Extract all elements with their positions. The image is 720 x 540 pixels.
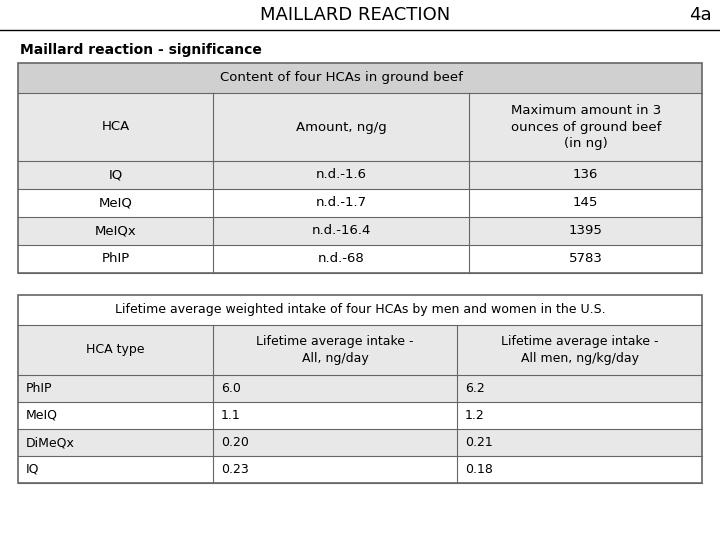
Text: Lifetime average weighted intake of four HCAs by men and women in the U.S.: Lifetime average weighted intake of four… bbox=[114, 303, 606, 316]
Text: 136: 136 bbox=[573, 168, 598, 181]
Bar bbox=[18, 429, 702, 456]
Bar bbox=[18, 402, 702, 429]
Text: Lifetime average intake -
All, ng/day: Lifetime average intake - All, ng/day bbox=[256, 335, 414, 365]
Text: DiMeQx: DiMeQx bbox=[26, 436, 75, 449]
Bar bbox=[18, 295, 702, 483]
Text: MeIQ: MeIQ bbox=[26, 409, 58, 422]
Text: 0.21: 0.21 bbox=[465, 436, 493, 449]
Text: 0.20: 0.20 bbox=[221, 436, 249, 449]
Text: n.d.-1.6: n.d.-1.6 bbox=[315, 168, 366, 181]
Bar bbox=[18, 63, 702, 273]
Text: Content of four HCAs in ground beef: Content of four HCAs in ground beef bbox=[220, 71, 463, 84]
Bar bbox=[18, 217, 702, 245]
Bar bbox=[18, 375, 702, 402]
Text: PhIP: PhIP bbox=[102, 253, 130, 266]
Text: HCA: HCA bbox=[102, 120, 130, 133]
Text: 5783: 5783 bbox=[569, 253, 603, 266]
Bar bbox=[18, 63, 702, 93]
Bar bbox=[18, 93, 702, 161]
Text: 6.0: 6.0 bbox=[221, 382, 240, 395]
Text: Maximum amount in 3
ounces of ground beef
(in ng): Maximum amount in 3 ounces of ground bee… bbox=[510, 104, 661, 151]
Text: HCA type: HCA type bbox=[86, 343, 145, 356]
Text: 1.1: 1.1 bbox=[221, 409, 240, 422]
Text: n.d.-16.4: n.d.-16.4 bbox=[312, 225, 371, 238]
Text: n.d.-1.7: n.d.-1.7 bbox=[315, 197, 366, 210]
Text: Lifetime average intake -
All men, ng/kg/day: Lifetime average intake - All men, ng/kg… bbox=[501, 335, 658, 365]
Text: 6.2: 6.2 bbox=[465, 382, 485, 395]
Text: PhIP: PhIP bbox=[26, 382, 53, 395]
Text: Amount, ng/g: Amount, ng/g bbox=[296, 120, 387, 133]
Text: IQ: IQ bbox=[108, 168, 122, 181]
Text: Maillard reaction - significance: Maillard reaction - significance bbox=[20, 43, 262, 57]
Text: MAILLARD REACTION: MAILLARD REACTION bbox=[260, 6, 450, 24]
Bar bbox=[18, 295, 702, 325]
Text: 1395: 1395 bbox=[569, 225, 603, 238]
Text: MeIQ: MeIQ bbox=[99, 197, 132, 210]
Bar bbox=[18, 189, 702, 217]
Text: 1.2: 1.2 bbox=[465, 409, 485, 422]
Bar bbox=[18, 325, 702, 375]
Text: MeIQx: MeIQx bbox=[94, 225, 136, 238]
Text: 0.23: 0.23 bbox=[221, 463, 248, 476]
Text: 0.18: 0.18 bbox=[465, 463, 493, 476]
Text: 145: 145 bbox=[573, 197, 598, 210]
Bar bbox=[18, 161, 702, 189]
Bar bbox=[18, 456, 702, 483]
Text: n.d.-68: n.d.-68 bbox=[318, 253, 364, 266]
Bar bbox=[18, 245, 702, 273]
Text: IQ: IQ bbox=[26, 463, 40, 476]
Text: 4a: 4a bbox=[689, 6, 712, 24]
